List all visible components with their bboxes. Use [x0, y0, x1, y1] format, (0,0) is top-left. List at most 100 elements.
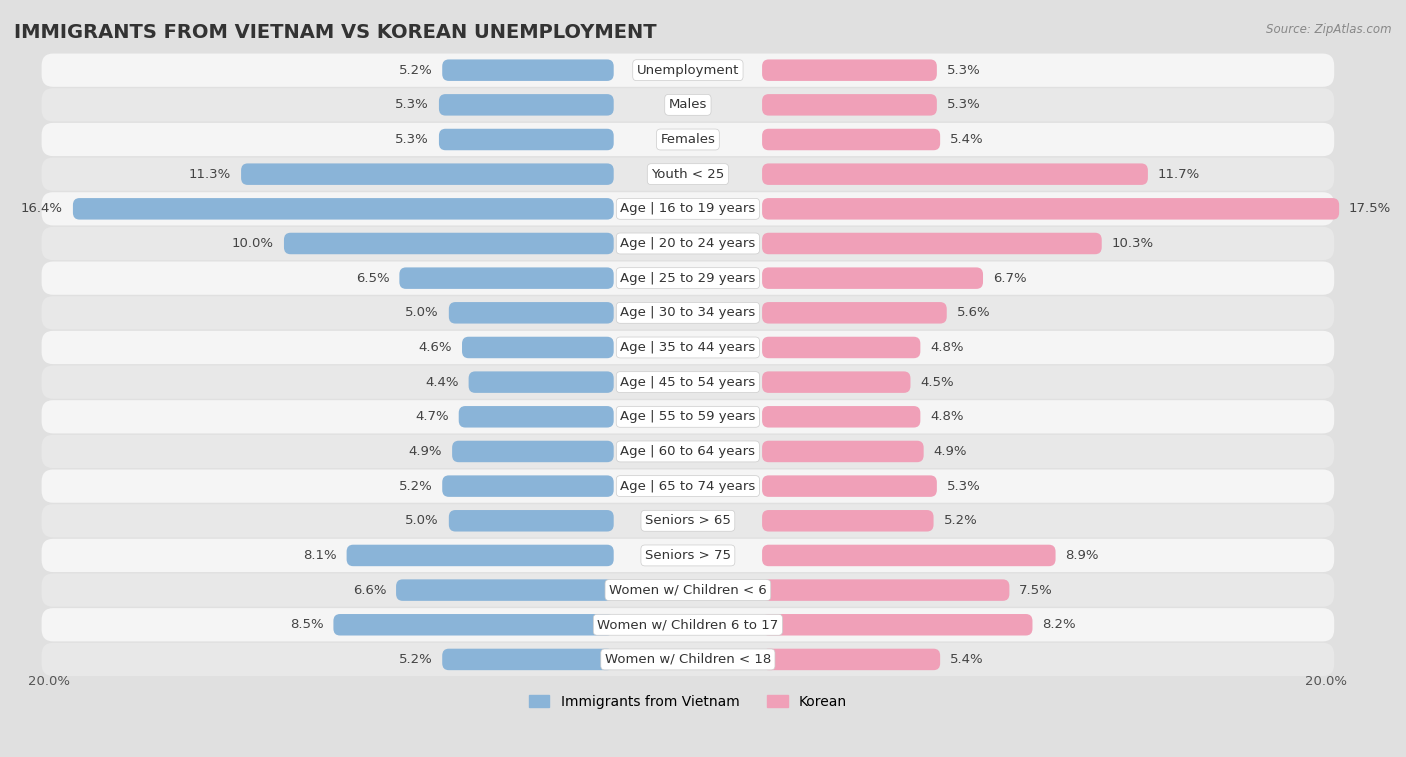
Text: 8.2%: 8.2% [1042, 618, 1076, 631]
FancyBboxPatch shape [762, 164, 1147, 185]
FancyBboxPatch shape [458, 406, 613, 428]
FancyBboxPatch shape [449, 510, 613, 531]
Text: 4.9%: 4.9% [409, 445, 443, 458]
Text: Age | 20 to 24 years: Age | 20 to 24 years [620, 237, 755, 250]
FancyBboxPatch shape [42, 296, 1334, 329]
Text: Males: Males [669, 98, 707, 111]
FancyBboxPatch shape [762, 232, 1102, 254]
FancyBboxPatch shape [453, 441, 613, 463]
FancyBboxPatch shape [762, 267, 983, 289]
Text: 8.5%: 8.5% [290, 618, 323, 631]
FancyBboxPatch shape [42, 89, 1334, 121]
FancyBboxPatch shape [762, 60, 936, 81]
Text: Source: ZipAtlas.com: Source: ZipAtlas.com [1267, 23, 1392, 36]
FancyBboxPatch shape [284, 232, 613, 254]
Text: 5.2%: 5.2% [398, 64, 432, 76]
FancyBboxPatch shape [443, 649, 613, 670]
FancyBboxPatch shape [42, 54, 1334, 87]
Text: 4.5%: 4.5% [921, 375, 955, 388]
Text: 4.7%: 4.7% [415, 410, 449, 423]
FancyBboxPatch shape [762, 441, 924, 463]
Text: Age | 55 to 59 years: Age | 55 to 59 years [620, 410, 755, 423]
FancyBboxPatch shape [42, 643, 1334, 676]
FancyBboxPatch shape [42, 469, 1334, 503]
FancyBboxPatch shape [762, 198, 1339, 220]
Text: Seniors > 65: Seniors > 65 [645, 514, 731, 528]
Text: Women w/ Children < 18: Women w/ Children < 18 [605, 653, 770, 666]
FancyBboxPatch shape [762, 302, 946, 323]
Text: 8.1%: 8.1% [304, 549, 336, 562]
FancyBboxPatch shape [42, 539, 1334, 572]
FancyBboxPatch shape [762, 337, 921, 358]
FancyBboxPatch shape [42, 227, 1334, 260]
FancyBboxPatch shape [42, 608, 1334, 641]
FancyBboxPatch shape [762, 475, 936, 497]
FancyBboxPatch shape [762, 94, 936, 116]
Text: 11.7%: 11.7% [1157, 167, 1201, 181]
FancyBboxPatch shape [396, 579, 613, 601]
FancyBboxPatch shape [762, 129, 941, 150]
FancyBboxPatch shape [347, 545, 613, 566]
Text: 6.7%: 6.7% [993, 272, 1026, 285]
Text: Females: Females [661, 133, 716, 146]
FancyBboxPatch shape [449, 302, 613, 323]
FancyBboxPatch shape [762, 614, 1032, 636]
Text: 5.4%: 5.4% [950, 133, 984, 146]
Text: 20.0%: 20.0% [28, 675, 70, 688]
Text: Age | 25 to 29 years: Age | 25 to 29 years [620, 272, 755, 285]
FancyBboxPatch shape [439, 129, 613, 150]
Text: 6.5%: 6.5% [356, 272, 389, 285]
FancyBboxPatch shape [762, 406, 921, 428]
Text: 5.3%: 5.3% [395, 98, 429, 111]
Text: 16.4%: 16.4% [21, 202, 63, 215]
Text: 5.2%: 5.2% [398, 653, 432, 666]
Text: 11.3%: 11.3% [188, 167, 231, 181]
FancyBboxPatch shape [762, 545, 1056, 566]
Text: Women w/ Children < 6: Women w/ Children < 6 [609, 584, 766, 597]
Text: Age | 60 to 64 years: Age | 60 to 64 years [620, 445, 755, 458]
Text: Age | 16 to 19 years: Age | 16 to 19 years [620, 202, 755, 215]
FancyBboxPatch shape [443, 475, 613, 497]
Text: 5.0%: 5.0% [405, 307, 439, 319]
FancyBboxPatch shape [762, 372, 911, 393]
Legend: Immigrants from Vietnam, Korean: Immigrants from Vietnam, Korean [523, 690, 852, 715]
FancyBboxPatch shape [439, 94, 613, 116]
Text: 5.3%: 5.3% [946, 64, 980, 76]
FancyBboxPatch shape [42, 400, 1334, 434]
Text: 5.4%: 5.4% [950, 653, 984, 666]
Text: Age | 30 to 34 years: Age | 30 to 34 years [620, 307, 755, 319]
FancyBboxPatch shape [463, 337, 613, 358]
FancyBboxPatch shape [42, 123, 1334, 156]
Text: 5.0%: 5.0% [405, 514, 439, 528]
Text: 5.2%: 5.2% [943, 514, 977, 528]
Text: 8.9%: 8.9% [1066, 549, 1099, 562]
Text: 7.5%: 7.5% [1019, 584, 1053, 597]
Text: 10.3%: 10.3% [1112, 237, 1154, 250]
Text: Age | 35 to 44 years: Age | 35 to 44 years [620, 341, 755, 354]
Text: Women w/ Children 6 to 17: Women w/ Children 6 to 17 [598, 618, 779, 631]
FancyBboxPatch shape [42, 261, 1334, 294]
FancyBboxPatch shape [468, 372, 613, 393]
Text: 4.9%: 4.9% [934, 445, 967, 458]
FancyBboxPatch shape [42, 504, 1334, 537]
Text: Youth < 25: Youth < 25 [651, 167, 724, 181]
FancyBboxPatch shape [399, 267, 613, 289]
Text: 17.5%: 17.5% [1348, 202, 1392, 215]
FancyBboxPatch shape [42, 331, 1334, 364]
Text: Age | 65 to 74 years: Age | 65 to 74 years [620, 480, 755, 493]
Text: 6.6%: 6.6% [353, 584, 387, 597]
FancyBboxPatch shape [240, 164, 613, 185]
Text: 4.6%: 4.6% [419, 341, 453, 354]
FancyBboxPatch shape [762, 510, 934, 531]
FancyBboxPatch shape [42, 366, 1334, 399]
Text: 4.8%: 4.8% [931, 341, 963, 354]
Text: 10.0%: 10.0% [232, 237, 274, 250]
FancyBboxPatch shape [443, 60, 613, 81]
Text: 5.3%: 5.3% [946, 98, 980, 111]
FancyBboxPatch shape [762, 649, 941, 670]
FancyBboxPatch shape [42, 192, 1334, 226]
FancyBboxPatch shape [73, 198, 613, 220]
Text: Age | 45 to 54 years: Age | 45 to 54 years [620, 375, 755, 388]
Text: 5.2%: 5.2% [398, 480, 432, 493]
Text: 4.8%: 4.8% [931, 410, 963, 423]
